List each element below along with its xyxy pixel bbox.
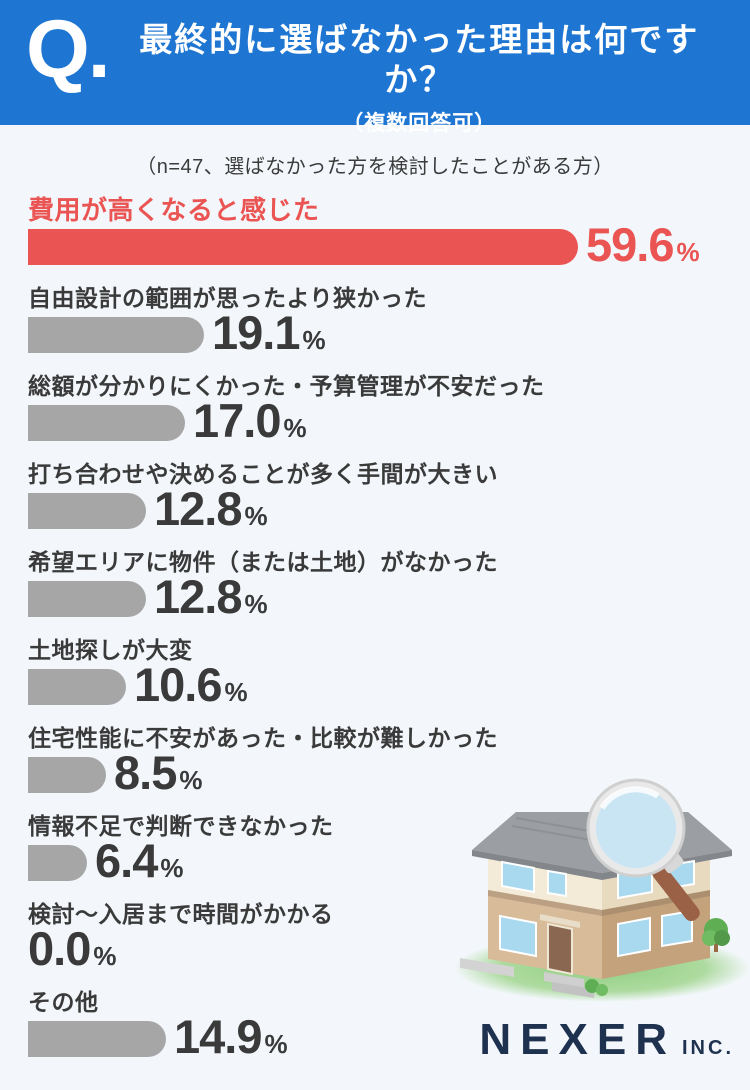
percent-sign: %	[283, 412, 307, 443]
bar-value-number: 12.8	[154, 481, 242, 535]
chart-row: 住宅性能に不安があった・比較が難しかった 8.5%	[28, 723, 722, 799]
page-title: 最終的に選ばなかった理由は何ですか？	[139, 21, 700, 98]
bar-label: 自由設計の範囲が思ったより狭かった	[28, 285, 428, 311]
magnifier-icon	[586, 778, 700, 922]
bar-value: 12.8%	[154, 569, 268, 623]
bar-line: 0.0%	[28, 921, 722, 975]
bar-value-number: 0.0	[28, 921, 91, 975]
title-block: 最終的に選ばなかった理由は何ですか？ （複数回答可）	[109, 0, 730, 137]
bar-label: その他	[28, 989, 99, 1015]
bar-value: 17.0%	[193, 393, 307, 447]
q-mark: Q.	[26, 4, 111, 95]
chart-row: 土地探しが大変 10.6%	[28, 635, 722, 711]
bar	[28, 317, 204, 353]
bar-label: 住宅性能に不安があった・比較が難しかった	[28, 725, 498, 751]
bar-label: 打ち合わせや決めることが多く手間が大きい	[28, 461, 498, 487]
bar-label: 費用が高くなると感じた	[28, 195, 320, 225]
bar-label: 検討〜入居まで時間がかかる	[28, 901, 334, 927]
percent-sign: %	[224, 676, 248, 707]
bar	[28, 405, 185, 441]
bar-chart-rows: 費用が高くなると感じた 59.6% 自由設計の範囲が思ったより狭かった 19.1% 総額…	[28, 195, 722, 1063]
logo-suffix: INC.	[682, 1037, 734, 1059]
bar-label: 土地探しが大変	[28, 637, 193, 663]
house-icon	[454, 778, 750, 1002]
percent-sign: %	[264, 1028, 288, 1059]
chart-row: 検討〜入居まで時間がかかる 0.0%	[28, 899, 722, 975]
percent-sign: %	[244, 588, 268, 619]
bar-value: 12.8%	[154, 481, 268, 535]
bar-value-number: 19.1	[212, 305, 300, 359]
percent-sign: %	[179, 764, 203, 795]
bar-line: 6.4%	[28, 833, 722, 887]
bar-chart: 費用が高くなると感じた 59.6% 自由設計の範囲が思ったより狭かった 19.1% 総額…	[0, 179, 750, 1063]
bar	[28, 229, 578, 265]
bar-label: 希望エリアに物件（または土地）がなかった	[28, 549, 498, 575]
bar-value: 8.5%	[114, 745, 203, 799]
chart-row: 情報不足で判断できなかった 6.4%	[28, 811, 722, 887]
bar-value: 19.1%	[212, 305, 326, 359]
bar-value: 6.4%	[95, 833, 184, 887]
sample-size-note: （n=47、選ばなかった方を検討したことがある方）	[136, 156, 614, 178]
bar	[28, 669, 126, 705]
bar	[28, 493, 146, 529]
bar-value: 0.0%	[28, 921, 117, 975]
chart-row: 総額が分かりにくかった・予算管理が不安だった 17.0%	[28, 371, 722, 447]
percent-sign: %	[676, 236, 700, 267]
bar-value-number: 14.9	[174, 1009, 262, 1063]
percent-sign: %	[244, 500, 268, 531]
bar-value-number: 12.8	[154, 569, 242, 623]
page-subtitle: （複数回答可）	[342, 112, 497, 136]
bar-value: 10.6%	[134, 657, 248, 711]
bar-line: 12.8%	[28, 569, 722, 623]
bar-label: 情報不足で判断できなかった	[28, 813, 334, 839]
bar-line: 8.5%	[28, 745, 722, 799]
logo-text: NEXER	[479, 1015, 676, 1064]
chart-row: その他 14.9%	[28, 987, 722, 1063]
bar-value-number: 6.4	[95, 833, 158, 887]
bar-line: 10.6%	[28, 657, 722, 711]
percent-sign: %	[302, 324, 326, 355]
percent-sign: %	[160, 852, 184, 883]
bar-line: 12.8%	[28, 481, 722, 535]
chart-row: 自由設計の範囲が思ったより狭かった 19.1%	[28, 283, 722, 359]
house-illustration	[452, 772, 750, 1004]
chart-row: 希望エリアに物件（または土地）がなかった 12.8%	[28, 547, 722, 623]
bar-value-number: 8.5	[114, 745, 177, 799]
bar-label: 総額が分かりにくかった・予算管理が不安だった	[28, 373, 545, 399]
bar-line: 17.0%	[28, 393, 722, 447]
bar-value-number: 10.6	[134, 657, 222, 711]
bar	[28, 757, 106, 793]
bar	[28, 845, 87, 881]
bar	[28, 1021, 166, 1057]
bar-value-number: 59.6	[586, 217, 674, 271]
chart-row: 費用が高くなると感じた 59.6%	[28, 195, 722, 271]
bar-line: 14.9%	[28, 1009, 722, 1063]
nexer-logo: NEXER INC.	[479, 1015, 734, 1065]
percent-sign: %	[93, 940, 117, 971]
bar-value: 59.6%	[586, 217, 700, 271]
bar-value: 14.9%	[174, 1009, 288, 1063]
bar-line: 19.1%	[28, 305, 722, 359]
question-header: Q. 最終的に選ばなかった理由は何ですか？ （複数回答可）	[0, 0, 750, 135]
bar	[28, 581, 146, 617]
bar-line: 59.6%	[28, 217, 722, 271]
bar-value-number: 17.0	[193, 393, 281, 447]
chart-row: 打ち合わせや決めることが多く手間が大きい 12.8%	[28, 459, 722, 535]
